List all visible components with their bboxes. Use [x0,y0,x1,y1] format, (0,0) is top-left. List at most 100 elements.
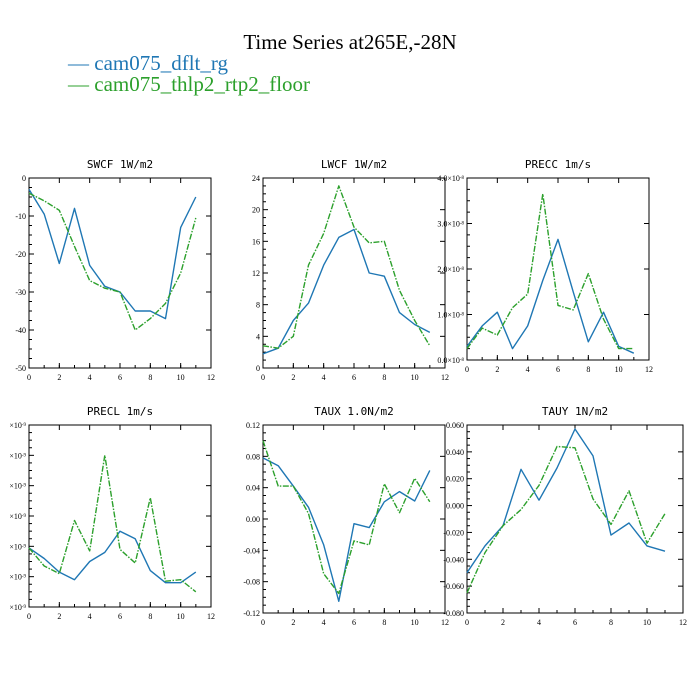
panel-precl-ytick-label: ×10-9 [9,573,26,582]
panel-taux-line-cam075-dflt-rg [262,457,431,602]
panel-tauy-frame [466,424,684,614]
legend-line-floor: — [68,72,89,96]
panel-swcf-ytick-label: 0 [22,174,26,183]
panel-lwcf-line-cam075-thlp2-rtp2-floor [262,185,431,349]
panel-tauy-line-cam075-thlp2-rtp2-floor [466,445,666,594]
panel-swcf-xtick-label: 4 [88,373,92,382]
panel-swcf-xtick-label: 8 [148,373,152,382]
panel-swcf-ytick-label: -10 [15,212,26,221]
panel-precc-frame [466,177,650,361]
panel-swcf-xtick-label: 10 [177,373,185,382]
legend-entry-dflt: — cam075_dflt_rg [68,51,228,76]
panel-tauy-xtick-label: 6 [573,618,577,627]
figure-title: Time Series at265E,-28N [243,30,457,54]
panel-precl-xtick-label: 4 [88,612,92,621]
panel-tauy-xtick-label: 12 [679,618,687,627]
panel-taux-xtick-label: 12 [441,618,449,627]
panel-precc-xtick-label: 4 [526,365,530,374]
panel-swcf-line-cam075-dflt-rg [28,189,197,320]
panel-tauy-ytick-label: -0.080 [443,609,464,618]
panel-tauy-xtick-label: 10 [643,618,651,627]
panel-taux-frame [262,424,446,614]
panel-taux-xtick-label: 8 [382,618,386,627]
panel-lwcf-ytick-label: 12 [252,269,260,278]
panel-taux-ytick-label: 0.00 [246,515,260,524]
panel-swcf-xtick-label: 2 [57,373,61,382]
panel-tauy-title: TAUY 1N/m2 [542,405,608,418]
panel-lwcf-line-cam075-dflt-rg [262,228,431,355]
panel-lwcf-ytick-label: 20 [252,206,260,215]
panel-precc-ytick-label: 4.0×10-8 [437,174,464,183]
panel-swcf-xtick-label: 6 [118,373,122,382]
panel-lwcf-xtick-label: 0 [261,373,265,382]
panel-tauy-ytick-label: 0.060 [446,421,464,430]
panel-swcf-ytick-label: -50 [15,364,26,373]
panel-precc-line-cam075-thlp2-rtp2-floor [466,193,634,350]
panel-precl-ytick-label: ×10-9 [9,451,26,460]
panel-precl-xtick-label: 6 [118,612,122,621]
panel-precc-line-cam075-dflt-rg [466,238,635,354]
panel-taux-xtick-label: 2 [291,618,295,627]
panel-swcf-frame [28,177,212,369]
panel-lwcf-title: LWCF 1W/m2 [321,158,387,171]
panel-tauy-ytick-label: -0.020 [443,528,464,537]
panel-precl-ytick-label: ×10-9 [9,603,26,612]
panel-taux-ytick-label: 0.04 [246,484,260,493]
panel-swcf: SWCF 1W/m2 0 2 4 6 8 10 12 -50 -40 -30 -20 -10 0 [15,158,215,382]
panel-tauy-line-cam075-dflt-rg [466,428,666,574]
panel-swcf-ytick-label: -40 [15,326,26,335]
panel-taux-xtick-label: 4 [322,618,326,627]
panel-swcf-xtick-label: 12 [207,373,215,382]
panel-lwcf-ytick-label: 24 [252,174,260,183]
panel-tauy-ytick-label: 0.020 [446,475,464,484]
panel-taux-ytick-label: -0.12 [243,609,260,618]
panel-precl-xtick-label: 8 [148,612,152,621]
panel-precl-xtick-label: 2 [57,612,61,621]
panel-precl-line-cam075-dflt-rg [28,530,197,584]
panel-swcf-title: SWCF 1W/m2 [87,158,153,171]
panel-precc-xtick-label: 8 [586,365,590,374]
panel-taux-ytick-label: 0.08 [246,452,260,461]
panel-swcf-ytick-label: -30 [15,288,26,297]
panel-tauy-xtick-label: 2 [501,618,505,627]
panel-taux: TAUX 1.0N/m2 0 2 4 6 8 10 12 -0.12 -0.08 -0.04 0.00… [243,405,449,627]
panel-tauy-ytick-label: -0.040 [443,555,464,564]
legend-label-floor: cam075_thlp2_rtp2_floor [94,72,311,96]
panel-taux-ytick-label: 0.12 [246,421,260,430]
panel-lwcf-ytick-label: 16 [252,237,260,246]
panel-precc: PRECC 1m/s 0 2 4 6 8 10 12 0.0×10-8 1.0×10-8 2.0×1… [437,158,653,374]
panel-lwcf-ytick-label: 0 [256,364,260,373]
panel-precl-title: PRECL 1m/s [87,405,153,418]
legend-line-dflt: — [68,51,89,75]
panel-precl-ytick-label: ×10-9 [9,482,26,491]
panel-precl-line-cam075-thlp2-rtp2-floor [28,454,197,593]
panel-precc-xtick-label: 0 [465,365,469,374]
panel-tauy-xtick-label: 4 [537,618,541,627]
panel-precc-ytick-label: 3.0×10-8 [437,220,464,229]
panel-precc-xtick-label: 10 [615,365,623,374]
panel-precc-xtick-label: 12 [645,365,653,374]
panel-precl-ytick-label: ×10-9 [9,512,26,521]
panel-precl-xtick-label: 10 [177,612,185,621]
panel-lwcf-xtick-label: 12 [441,373,449,382]
panel-precl-ytick-label: ×10-9 [9,421,26,430]
panel-taux-line-cam075-thlp2-rtp2-floor [262,440,431,595]
panel-swcf-ytick-label: -20 [15,250,26,259]
panel-precl-xtick-label: 0 [27,612,31,621]
panel-taux-ytick-label: -0.04 [243,546,260,555]
panel-taux-title: TAUX 1.0N/m2 [314,405,393,418]
panel-tauy-ytick-label: 0.000 [446,502,464,511]
panel-lwcf-xtick-label: 10 [411,373,419,382]
panel-tauy-ytick-label: -0.060 [443,582,464,591]
panel-precc-xtick-label: 2 [495,365,499,374]
panel-precc-ytick-label: 1.0×10-8 [437,311,464,320]
panel-precl-frame [28,424,212,608]
panel-lwcf-xtick-label: 4 [322,373,326,382]
panel-tauy-ytick-label: 0.040 [446,448,464,457]
panel-tauy-xtick-label: 0 [465,618,469,627]
panel-lwcf-frame [262,177,446,369]
panel-taux-ytick-label: -0.08 [243,578,260,587]
panel-lwcf-ytick-label: 8 [256,301,260,310]
